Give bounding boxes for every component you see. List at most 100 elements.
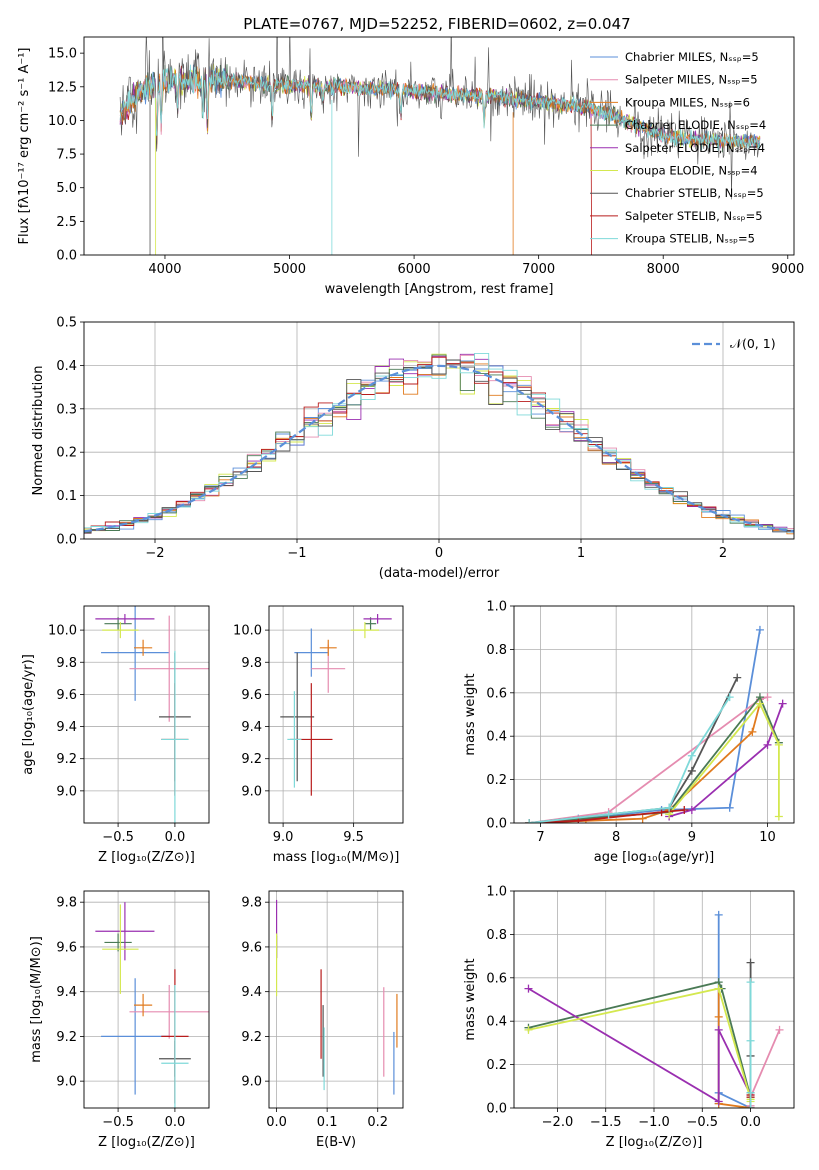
mass-weight-marker (746, 1088, 755, 1097)
y-axis-label: mass weight (463, 673, 478, 755)
figure-title: PLATE=0767, MJD=52252, FIBERID=0602, z=0… (243, 15, 630, 33)
mass-vs-reddening-plot: 0.0 0.1 0.2 9.0 9.2 9.4 9.6 9.8 E(B-V) (241, 890, 404, 1150)
y-tick-label: 9.2 (56, 1030, 77, 1045)
y-tick-label: 0.5 (56, 316, 77, 331)
x-tick-label: −2.0 (542, 1115, 574, 1130)
mass-weight-marker (604, 810, 613, 819)
x-tick-label: −2 (145, 546, 164, 561)
y-tick-label: 9.2 (241, 1030, 262, 1045)
y-tick-label: 0.8 (486, 928, 507, 943)
y-tick-label: 12.5 (48, 80, 77, 95)
y-tick-label: 9.6 (241, 940, 262, 955)
x-tick-label: 2 (719, 546, 727, 561)
mass-weight-marker (763, 693, 772, 702)
x-tick-label: 6000 (398, 262, 431, 277)
mass-weight-marker (746, 958, 755, 967)
mass-weight-line-salpeter-miles (749, 1029, 781, 1106)
mass-weight-marker (524, 984, 533, 993)
x-tick-label: −1.0 (638, 1115, 670, 1130)
mass-weight-line-chabrier-elodie (528, 981, 752, 1098)
y-tick-label: 9.4 (241, 985, 262, 1000)
y-tick-label: 7.5 (56, 148, 77, 163)
x-tick-label: 8 (612, 830, 620, 845)
y-tick-label: 9.2 (241, 752, 262, 767)
x-tick-label: 7 (536, 830, 544, 845)
age-vs-metallicity-plot: −0.5 0.0 9.0 9.2 9.4 9.6 9.8 10.0 Z [log₁₀(Z/Z⊙)… (21, 605, 210, 865)
mass-weight-marker (714, 1097, 723, 1106)
y-tick-label: 1.0 (486, 885, 507, 900)
axes-frame (83, 890, 210, 1109)
x-axis-label: wavelength [Angstrom, rest frame] (325, 282, 554, 297)
axes-frame (83, 321, 795, 540)
y-tick-label: 5.0 (56, 181, 77, 196)
plot-area (524, 910, 784, 1108)
mass-weight-marker (778, 699, 787, 708)
mass-weight-line-kroupa-miles (529, 703, 761, 823)
y-tick-label: 0.2 (486, 773, 507, 788)
y-tick-label: 15.0 (48, 47, 77, 62)
mass-weight-marker (714, 984, 723, 993)
spectrum-plot: 4000 5000 6000 7000 8000 9000 0.0 2.5 5.0 7.5 10.0… (17, 36, 804, 297)
x-tick-label: 10 (759, 830, 776, 845)
mass-weight-marker (714, 1025, 723, 1034)
mass-weight-line-kroupa-elodie (668, 701, 780, 817)
x-tick-label: 8000 (647, 262, 680, 277)
y-tick-label: 0.4 (486, 1015, 507, 1030)
spectrum-legend: Chabrier MILES, Nₛₛₚ=5 Salpeter MILES, Nₛ… (590, 50, 766, 246)
x-tick-label: 0.0 (266, 1115, 287, 1130)
mass-weight-marker (525, 819, 534, 823)
mass-weight-marker (733, 673, 742, 682)
y-tick-label: 9.6 (56, 688, 77, 703)
mass-weight-line-salpeter-stelib (529, 809, 685, 823)
legend-entry: Chabrier MILES, Nₛₛₚ=5 (625, 50, 759, 64)
mass-weight-marker (746, 978, 755, 987)
y-tick-label: 9.8 (241, 896, 262, 911)
plot-area (119, 37, 761, 255)
y-tick-label: 9.0 (56, 1075, 77, 1090)
x-tick-label: 0 (435, 546, 443, 561)
x-tick-label: 0.0 (740, 1115, 761, 1130)
mass-weight-line-salpeter-miles (528, 696, 768, 823)
legend-entry: Salpeter STELIB, Nₛₛₚ=5 (625, 209, 763, 223)
mass-weight-marker (763, 740, 772, 749)
axes-frame (513, 605, 795, 824)
mass-weight-marker (687, 751, 696, 760)
x-tick-label: −0.5 (102, 830, 134, 845)
mass-weight-marker (746, 1104, 755, 1108)
y-tick-label: 10.0 (233, 624, 262, 639)
legend-entry: Chabrier STELIB, Nₛₛₚ=5 (625, 186, 764, 200)
y-tick-label: 9.0 (241, 784, 262, 799)
plot-area (95, 902, 209, 1108)
mass-weight-line-kroupa-elodie (528, 987, 752, 1102)
x-axis-label: Z [log₁₀(Z/Z⊙)] (98, 1135, 195, 1150)
x-axis-label: E(B-V) (316, 1135, 356, 1150)
mass-weight-marker (680, 805, 689, 814)
mass-weight-line-chabrier-miles (529, 629, 761, 823)
mass-weight-marker (524, 1025, 533, 1034)
y-tick-label: 0.1 (56, 489, 77, 504)
mass-weight-marker (687, 766, 696, 775)
mass-weight-line-salpeter-elodie (668, 703, 784, 818)
y-tick-label: 9.2 (56, 752, 77, 767)
y-tick-label: 0.2 (56, 446, 77, 461)
x-axis-label: age [log₁₀(age/yr)] (594, 850, 715, 865)
axes-frame (513, 890, 795, 1109)
x-axis-label: Z [log₁₀(Z/Z⊙)] (606, 1135, 703, 1150)
mass-weight-line-chabrier-elodie (529, 695, 780, 823)
legend-entry: Kroupa ELODIE, Nₛₛₚ=4 (625, 164, 758, 178)
spectrum-line-kroupa-stelib (119, 64, 761, 151)
mass-weight-marker (665, 803, 674, 812)
y-tick-label: 9.0 (56, 784, 77, 799)
legend-entry: Chabrier ELODIE, Nₛₛₚ=4 (625, 118, 766, 132)
mass-weight-vs-age-plot: 7 8 9 10 0.0 0.2 0.4 0.6 0.8 1.0 age [log₁₀(age/yr… (463, 600, 795, 865)
axes-frame (268, 890, 404, 1109)
plot-area (95, 606, 209, 823)
x-tick-label: 0.2 (367, 1115, 388, 1130)
x-tick-label: −1.5 (590, 1115, 622, 1130)
legend-entry: Salpeter ELODIE, Nₛₛₚ=4 (625, 141, 765, 155)
x-tick-label: −0.5 (102, 1115, 134, 1130)
y-tick-label: 0.3 (56, 402, 77, 417)
y-tick-label: 9.4 (56, 985, 77, 1000)
y-tick-label: 9.8 (56, 896, 77, 911)
